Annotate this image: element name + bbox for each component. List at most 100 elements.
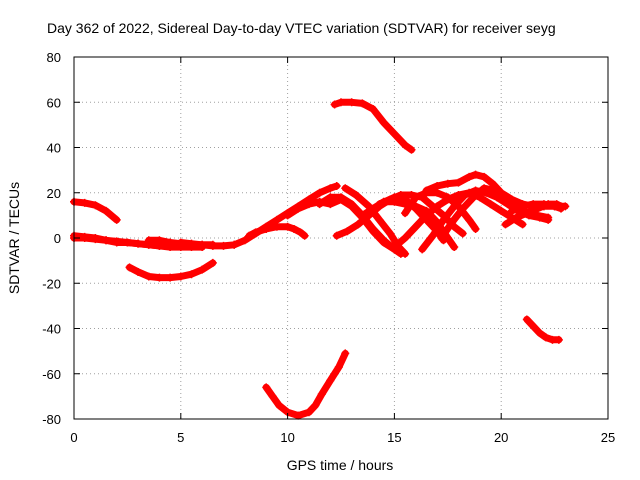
data-point — [125, 263, 134, 272]
data-point — [230, 240, 239, 249]
data-point — [343, 227, 352, 236]
data-point — [497, 206, 506, 215]
data-point — [272, 222, 281, 231]
data-point — [304, 200, 313, 209]
data-point — [488, 179, 497, 188]
data-point — [542, 333, 551, 342]
data-point — [283, 222, 292, 231]
data-point — [176, 272, 185, 281]
series-arc9 — [262, 349, 350, 420]
data-point — [123, 238, 132, 247]
data-point — [411, 204, 420, 213]
data-point — [518, 202, 527, 211]
data-point — [433, 188, 442, 197]
data-point — [428, 231, 437, 240]
data-point — [311, 401, 320, 410]
data-point — [401, 234, 410, 242]
data-point — [443, 193, 452, 202]
data-point — [379, 118, 388, 127]
data-point — [155, 273, 164, 282]
data-point — [304, 408, 313, 417]
data-point — [326, 184, 335, 193]
data-point — [369, 105, 378, 114]
data-point — [166, 273, 175, 282]
grid-lines — [74, 57, 608, 419]
data-point — [390, 129, 399, 138]
data-point — [471, 224, 480, 233]
data-point — [486, 200, 495, 209]
data-point — [533, 211, 542, 220]
data-point — [390, 243, 399, 252]
data-point — [262, 224, 271, 233]
data-point — [91, 234, 100, 242]
x-axis-label: GPS time / hours — [287, 457, 394, 473]
data-point — [401, 249, 410, 258]
data-point — [326, 376, 335, 385]
y-tick-label: -60 — [42, 367, 61, 382]
data-point — [401, 141, 410, 150]
series-arc1 — [70, 197, 121, 224]
data-point — [144, 272, 153, 281]
data-point — [337, 98, 345, 107]
data-point — [390, 193, 399, 202]
data-point — [450, 243, 459, 252]
x-tick-label: 20 — [494, 430, 508, 445]
y-tick-label: -20 — [42, 276, 61, 291]
data-point — [337, 193, 345, 202]
data-point — [262, 383, 271, 392]
data-series — [70, 98, 570, 420]
data-point — [465, 215, 474, 224]
data-point — [332, 231, 341, 240]
data-point — [176, 238, 185, 247]
data-point — [358, 211, 367, 220]
data-point — [535, 329, 544, 338]
data-point — [351, 191, 360, 200]
data-point — [341, 349, 350, 358]
data-point — [469, 193, 478, 202]
data-point — [358, 99, 367, 108]
data-point — [198, 240, 207, 249]
data-point — [411, 222, 420, 231]
data-point — [245, 231, 254, 240]
x-tick-label: 10 — [280, 430, 294, 445]
data-point — [369, 224, 378, 233]
data-point — [529, 200, 538, 209]
data-point — [208, 240, 217, 249]
data-point — [332, 181, 341, 190]
data-point — [529, 322, 538, 331]
data-point — [219, 241, 228, 250]
data-point — [283, 211, 292, 220]
data-point — [407, 145, 416, 154]
data-point — [443, 179, 452, 188]
data-point — [347, 200, 356, 209]
data-point — [330, 100, 339, 109]
data-point — [315, 200, 324, 209]
data-point — [422, 211, 431, 220]
data-point — [522, 209, 531, 218]
data-point — [198, 265, 207, 274]
data-point — [375, 200, 384, 209]
data-point — [507, 206, 516, 215]
data-point — [91, 201, 100, 210]
x-tick-label: 0 — [70, 430, 77, 445]
data-point — [433, 202, 442, 211]
data-point — [155, 236, 164, 245]
data-point — [275, 401, 284, 410]
data-point — [354, 220, 363, 229]
series-arc8 — [245, 222, 309, 240]
data-point — [334, 362, 343, 371]
data-point — [418, 245, 427, 254]
data-point — [80, 198, 89, 207]
data-point — [300, 231, 309, 240]
series-line — [177, 239, 217, 249]
series-line — [523, 315, 563, 344]
series-arc6 — [176, 238, 217, 249]
data-point — [458, 204, 467, 213]
data-point — [290, 224, 299, 233]
data-point — [554, 335, 563, 344]
series-arc24 — [522, 315, 563, 344]
data-point — [422, 186, 431, 195]
y-tick-label: -40 — [42, 322, 61, 337]
x-tick-label: 15 — [387, 430, 401, 445]
data-point — [439, 215, 448, 224]
